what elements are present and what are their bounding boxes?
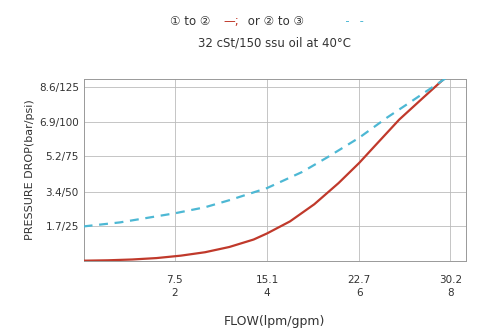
Text: 30.2: 30.2 — [439, 275, 462, 284]
Text: 8: 8 — [447, 288, 454, 298]
Text: 6: 6 — [356, 288, 362, 298]
Text: —;: —; — [224, 15, 239, 28]
Text: 22.7: 22.7 — [348, 275, 371, 284]
Text: - -: - - — [344, 15, 366, 28]
Text: 15.1: 15.1 — [255, 275, 279, 284]
Text: 32 cSt/150 ssu oil at 40°C: 32 cSt/150 ssu oil at 40°C — [198, 36, 351, 49]
Text: or ② to ③: or ② to ③ — [244, 15, 304, 28]
Text: FLOW(lpm/gpm): FLOW(lpm/gpm) — [224, 315, 326, 328]
Text: 2: 2 — [172, 288, 178, 298]
Text: 7.5: 7.5 — [166, 275, 183, 284]
Text: ① to ②: ① to ② — [170, 15, 210, 28]
Text: 4: 4 — [264, 288, 270, 298]
Y-axis label: PRESSURE DROP(bar/psi): PRESSURE DROP(bar/psi) — [25, 100, 34, 240]
